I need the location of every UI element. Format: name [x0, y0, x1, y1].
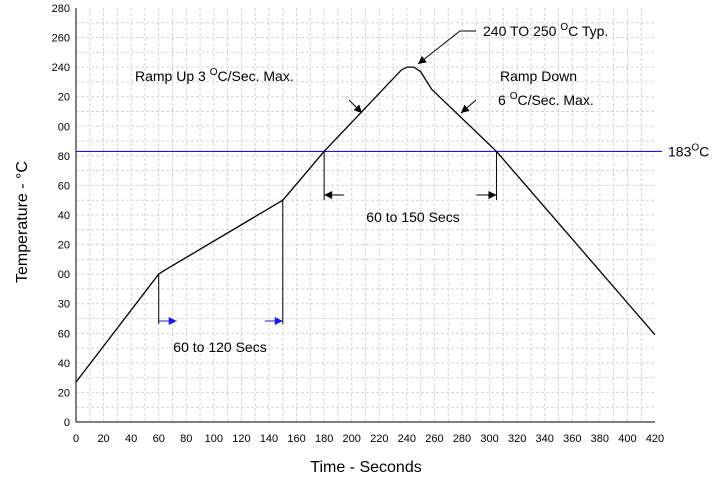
- soak-window-right-arrow-head: [274, 317, 283, 325]
- x-tick-label: 300: [480, 433, 498, 445]
- peak-temperature-label: 240 TO 250 OC Typ.: [483, 22, 608, 39]
- ramp-down-label-line1: Ramp Down: [500, 68, 577, 84]
- y-tick-label: 60: [58, 180, 70, 192]
- y-tick-label: 40: [58, 210, 70, 222]
- grid: [76, 8, 655, 422]
- series-group: [75, 66, 656, 383]
- x-tick-label: 120: [232, 433, 250, 445]
- x-tick-label: 320: [508, 433, 526, 445]
- y-tick-label: 20: [58, 387, 70, 399]
- y-tick-label: 00: [58, 269, 70, 281]
- reflow-window-right-arrow-head: [488, 191, 497, 199]
- x-tick-label: 400: [618, 433, 636, 445]
- reference-line-label: 183OC: [668, 142, 709, 159]
- ramp-down-label-line2: 6 OC/Sec. Max.: [498, 91, 594, 108]
- soak-window-left-arrow-head: [168, 317, 177, 325]
- y-tick-label: 240: [52, 62, 70, 74]
- reflow-window-label: 60 to 150 Secs: [366, 209, 459, 225]
- x-tick-label: 100: [205, 433, 223, 445]
- y-axis-title: Temperature - °C: [14, 161, 31, 283]
- y-tick-label: 0: [64, 417, 70, 429]
- x-tick-label: 80: [180, 433, 192, 445]
- y-tick-label: 280: [52, 3, 70, 15]
- y-tick-label: 20: [58, 240, 70, 252]
- y-tick-label: 40: [58, 358, 70, 370]
- x-tick-label: 140: [260, 433, 278, 445]
- x-axis-title: Time - Seconds: [310, 459, 421, 476]
- y-tick-label: 30: [58, 299, 70, 311]
- reference-line-group: 183OC: [76, 142, 709, 159]
- series-line: [75, 66, 656, 383]
- x-tick-label: 360: [563, 433, 581, 445]
- x-tick-labels: 0 20 40 60 80 100 120 140 160 180 200 220 240 260 280 3…: [73, 433, 664, 445]
- annotations: 240 TO 250 OC Typ. Ramp Up 3 OC/Sec. Max.…: [135, 22, 608, 355]
- y-tick-label: 260: [52, 33, 70, 45]
- peak-arrow-head: [418, 55, 427, 64]
- y-tick-labels: 0 20 40 60 30 00 20 40 60 80 00 20 240 260 280: [52, 3, 70, 429]
- y-tick-label: 80: [58, 151, 70, 163]
- ramp-up-label: Ramp Up 3 OC/Sec. Max.: [135, 67, 294, 84]
- y-tick-label: 20: [58, 92, 70, 104]
- axes: [75, 8, 655, 423]
- reflow-window-left-arrow-head: [324, 191, 333, 199]
- x-tick-label: 340: [536, 433, 554, 445]
- ramp-up-arrow-head: [353, 104, 362, 113]
- x-tick-label: 160: [287, 433, 305, 445]
- x-tick-label: 420: [646, 433, 664, 445]
- ramp-down-arrow-head: [461, 104, 470, 113]
- x-tick-label: 220: [370, 433, 388, 445]
- x-tick-label: 380: [591, 433, 609, 445]
- x-tick-label: 20: [97, 433, 109, 445]
- peak-leader-line: [417, 30, 476, 65]
- y-tick-label: 00: [58, 121, 70, 133]
- x-tick-label: 200: [343, 433, 361, 445]
- x-tick-label: 60: [153, 433, 165, 445]
- x-tick-label: 0: [73, 433, 79, 445]
- x-tick-label: 40: [125, 433, 137, 445]
- x-tick-label: 180: [315, 433, 333, 445]
- x-tick-label: 260: [425, 433, 443, 445]
- soak-window-label: 60 to 120 Secs: [173, 339, 266, 355]
- x-tick-label: 280: [453, 433, 471, 445]
- x-tick-label: 240: [398, 433, 416, 445]
- y-tick-label: 60: [58, 328, 70, 340]
